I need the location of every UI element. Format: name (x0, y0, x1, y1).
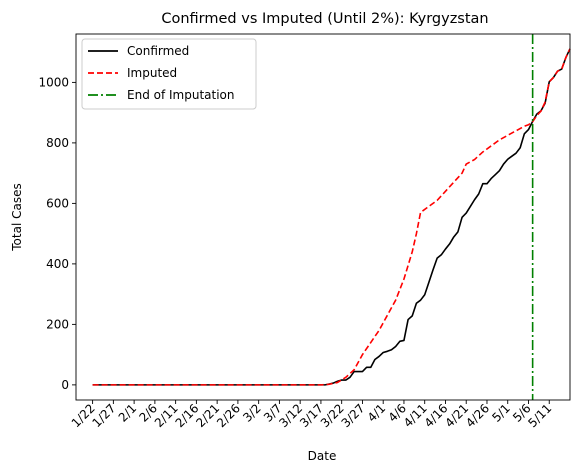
chart-title: Confirmed vs Imputed (Until 2%): Kyrgyzs… (161, 11, 488, 27)
y-tick-label: 200 (46, 317, 69, 331)
legend-label: Imputed (127, 66, 177, 80)
legend-label: Confirmed (127, 44, 189, 58)
legend: Confirmed Imputed End of Imputation (81, 38, 257, 110)
plot-frame (75, 33, 571, 401)
series-line-imputed (92, 48, 571, 386)
y-axis-title: Total Cases (10, 183, 24, 251)
y-tick-label: 800 (46, 136, 69, 150)
y-tick-label: 1000 (38, 75, 69, 89)
legend-label: End of Imputation (127, 88, 235, 102)
y-tick-label: 400 (46, 257, 69, 271)
series-line-confirmed (92, 48, 571, 386)
y-tick-label: 0 (61, 378, 69, 392)
x-axis-title: Date (308, 449, 337, 463)
legend-frame (81, 38, 257, 110)
y-tick-label: 600 (46, 196, 69, 210)
